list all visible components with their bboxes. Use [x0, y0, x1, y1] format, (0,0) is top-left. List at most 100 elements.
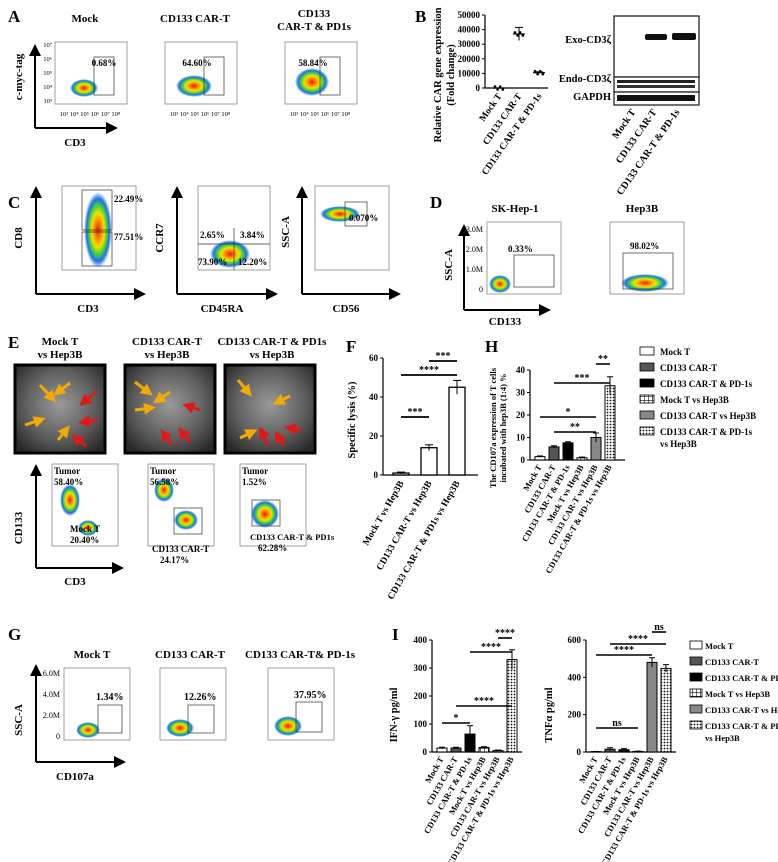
arrow-yellow — [24, 416, 46, 428]
c-xlabel-3: CD56 — [333, 303, 360, 315]
d-ylabel: SSC-A — [443, 249, 455, 281]
i-legend-swatch — [689, 688, 703, 698]
b-ylabel-2: (Fold change) — [446, 44, 457, 106]
b-data-point — [496, 88, 499, 91]
h-sig-label: ** — [598, 354, 608, 365]
panel-letter-c: C — [8, 193, 20, 212]
panel-letter-h: H — [485, 337, 498, 356]
e-header-2b: vs Hep3B — [145, 349, 191, 361]
d2-frame — [609, 221, 685, 295]
arrow-red — [284, 423, 303, 435]
c-gate-1: 22.49% — [114, 194, 143, 204]
g3-gate — [295, 701, 323, 733]
g-header-1: Mock T — [74, 649, 111, 661]
panel-d: D SK-Hep-1 Hep3B SSC-A CD133 3.0M 2.0M 1… — [430, 193, 685, 328]
e2-tumor-cluster — [154, 478, 174, 502]
panel-e: E Mock T vs Hep3B CD133 CAR-T vs Hep3B C… — [8, 333, 335, 588]
e2-tcell-pct: 24.17% — [160, 555, 189, 565]
h-legend-swatch — [639, 426, 655, 436]
b-ytick-label: 30000 — [458, 39, 481, 49]
a-plot-mock-frame — [54, 41, 128, 105]
h-ylabel-2: incubated with hep3B (1:4) % — [498, 373, 508, 482]
f-bar — [448, 386, 466, 476]
i-ifn-ytick-label: 300 — [414, 663, 428, 673]
i-tnf-bar — [646, 661, 658, 753]
h-legend-label: vs Hep3B — [660, 439, 697, 449]
e2-tumor-pct: 56.58% — [150, 477, 179, 487]
arrow-yellow — [153, 390, 171, 404]
c-gate-2: 77.51% — [114, 232, 143, 242]
b-ytick-label: 10000 — [458, 68, 481, 78]
h-sig-label: ** — [570, 422, 580, 433]
arrow-yellow — [239, 429, 258, 441]
arrow-yellow — [236, 379, 252, 397]
a-plot-pd1-frame — [284, 41, 358, 105]
e3-tcell-cluster — [251, 500, 279, 528]
arrow-yellow — [134, 402, 156, 415]
e1-tcell-cluster — [78, 520, 98, 536]
b-data-point — [538, 69, 542, 73]
a-pd1-cluster — [295, 68, 329, 96]
i-legend-label: Mock T vs Hep3B — [705, 689, 770, 699]
arrow-red — [71, 434, 87, 448]
g3-frame — [267, 667, 335, 741]
d-header-2: Hep3B — [626, 203, 659, 215]
d-ytick-0: 3.0M — [466, 225, 483, 234]
h-ytick-label: 40 — [516, 365, 526, 375]
a-pd1-gate — [319, 56, 341, 96]
c-xlabel-2: CD45RA — [201, 303, 244, 315]
c2-cluster — [210, 240, 250, 268]
i-legend-label: CD133 CAR-T & PD-1s — [705, 721, 778, 731]
c1-gate-bottom — [81, 231, 113, 267]
a-mock-cluster — [70, 79, 98, 97]
i-legend-label: vs Hep3B — [705, 733, 740, 743]
d2-cluster — [621, 274, 669, 292]
h-legend-swatch — [639, 378, 655, 388]
g-plot-pd1: 37.95% — [267, 667, 335, 741]
d-gate-1: 0.33% — [508, 244, 533, 254]
blot-band-endo-2 — [617, 85, 695, 88]
e3-gate — [251, 499, 281, 527]
i-ylabel-ifn: IFN-γ pg/ml — [389, 688, 400, 743]
d1-gate — [513, 254, 555, 288]
e2-gate — [173, 507, 203, 535]
arrow-red — [178, 427, 192, 443]
f-bar — [420, 447, 438, 476]
c-plot-ccr7: CCR7 CD45RA 2.65% 3.84% 73.90% 12.20% — [154, 185, 278, 315]
i-legend: Mock T CD133 CAR-T CD133 CAR-T & PD1s Mock … — [689, 640, 778, 743]
i-tnf-sig-label: **** — [614, 645, 634, 656]
panel-letter-i: I — [392, 625, 399, 644]
i-tnf-ytick-label: 400 — [568, 672, 582, 682]
b-ylabel-1: Relative CAR gene expression — [433, 7, 444, 142]
i-ifn-sig-label: **** — [481, 642, 501, 653]
d-ytick-2: 1.0M — [466, 265, 483, 274]
b-data-point — [513, 31, 517, 34]
h-legend: Mock T CD133 CAR-T CD133 CAR-T & PD-1s Mock… — [639, 346, 756, 449]
a-gate-car: 64.60% — [182, 58, 211, 68]
i-tnf-ytick-label: 0 — [577, 747, 582, 757]
c1-frame — [61, 185, 137, 271]
g-header-3: CD133 CAR-T& PD-1s — [245, 649, 356, 661]
e3-tumor-label: Tumor — [242, 466, 268, 476]
g-plot-mock: 1.34% — [63, 667, 131, 741]
e3-tumor-pct: 1.52% — [242, 477, 267, 487]
i-ifn-ytick-label: 400 — [414, 635, 428, 645]
c-ylabel-3: SSC-A — [280, 216, 292, 248]
i-legend-label: Mock T — [705, 641, 734, 651]
blot-frame-mid — [613, 76, 700, 93]
d-ytick-1: 2.0M — [466, 245, 483, 254]
e-header-3b: vs Hep3B — [250, 349, 296, 361]
h-sig-label: *** — [575, 373, 590, 384]
b-ytick-label: 50000 — [458, 10, 481, 20]
g2-gate — [187, 704, 215, 734]
e3-tcell-label: CD133 CAR-T & PD1s — [250, 532, 335, 542]
e-header-1a: Mock T — [42, 336, 79, 348]
panel-letter-b: B — [415, 7, 426, 26]
panel-g: G Mock T CD133 CAR-T CD133 CAR-T& PD-1s … — [8, 625, 356, 783]
h-legend-swatch — [639, 410, 655, 420]
blot-label-gapdh: GAPDH — [573, 92, 611, 103]
h-ytick-label: 10 — [516, 433, 526, 443]
